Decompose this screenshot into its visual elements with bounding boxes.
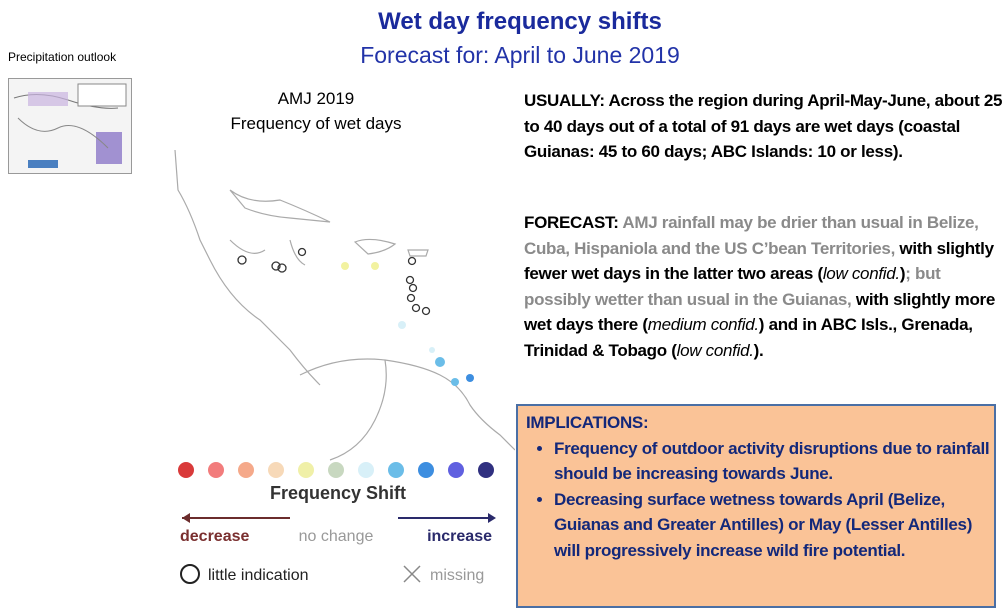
legend: Frequency Shift decrease no change incre… bbox=[178, 462, 496, 584]
text: low confid. bbox=[676, 340, 754, 360]
implications-title: IMPLICATIONS: bbox=[526, 413, 649, 432]
map: Frequency Shift decrease no change incre… bbox=[174, 150, 515, 584]
title: Wet day frequency shifts bbox=[378, 8, 662, 35]
text: low confid. bbox=[822, 264, 900, 283]
text: medium confid. bbox=[647, 315, 759, 334]
implications-box: IMPLICATIONS: Frequency of outdoor activ… bbox=[516, 404, 996, 608]
text: with slightly fewer wet days in the latt… bbox=[524, 238, 994, 284]
bullet: Frequency of outdoor activity disruption… bbox=[554, 436, 994, 487]
legend-no-change: no change bbox=[299, 528, 374, 545]
map-title-line: Frequency of wet days bbox=[230, 114, 402, 133]
tag: Precipitation outlook bbox=[8, 50, 117, 64]
label: USUALLY: bbox=[524, 91, 605, 110]
text: Across the region during April-May-June,… bbox=[524, 91, 1003, 161]
map-title-line: AMJ 2019 bbox=[277, 89, 355, 108]
usually-text: USUALLY: Across the region during April-… bbox=[524, 88, 1004, 165]
text: AMJ rainfall may be drier than usual in … bbox=[524, 213, 979, 258]
bullet: Decreasing surface wetness towards April… bbox=[554, 487, 994, 564]
text: ; but possibly wetter than usual in the … bbox=[524, 264, 941, 309]
legend-missing: missing bbox=[430, 567, 484, 584]
label: FORECAST: bbox=[524, 213, 619, 232]
legend-little-indication: little indication bbox=[208, 567, 309, 584]
text: with slightly more wet days there ( bbox=[524, 289, 996, 335]
text: ) and in ABC Isls., Grenada, Trinidad & … bbox=[524, 315, 973, 360]
text: ). bbox=[753, 340, 764, 360]
legend-decrease: decrease bbox=[180, 528, 249, 545]
thumbnail bbox=[8, 78, 132, 174]
subtitle: Forecast for: April to June 2019 bbox=[360, 42, 680, 68]
implications-list: Frequency of outdoor activity disruption… bbox=[526, 436, 994, 564]
forecast-text: FORECAST: AMJ rainfall may be drier than… bbox=[524, 210, 1004, 363]
legend-increase: increase bbox=[427, 528, 492, 545]
legend-title: Frequency Shift bbox=[270, 483, 406, 503]
text: ) bbox=[899, 264, 906, 283]
map-title: AMJ 2019 Frequency of wet days bbox=[196, 86, 436, 136]
